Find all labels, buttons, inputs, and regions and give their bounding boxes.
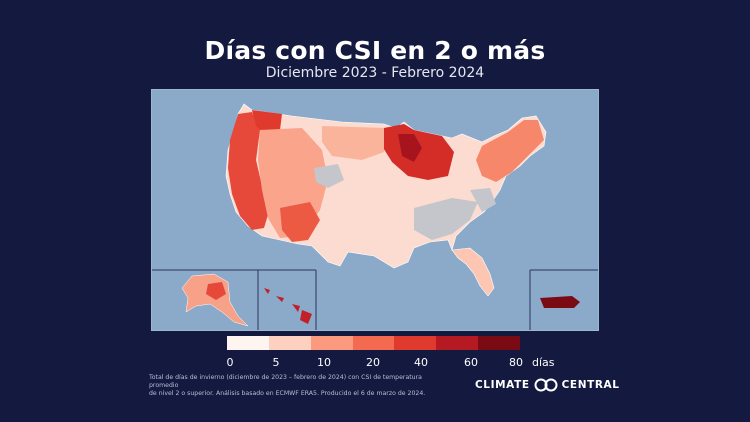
- legend-label-0: 0: [226, 356, 234, 369]
- alaska-shape: [181, 273, 249, 327]
- map-subtitle: Diciembre 2023 - Febrero 2024: [265, 65, 485, 81]
- no-data-southeast: [414, 198, 478, 240]
- southwest-high: [280, 202, 320, 242]
- legend-swatch-0: [227, 336, 269, 350]
- great-lakes-core: [398, 134, 422, 162]
- no-data-east: [470, 188, 496, 212]
- alaska-high: [206, 282, 226, 300]
- northern-plains-medium: [322, 126, 384, 160]
- legend-label-10: 10: [317, 356, 331, 369]
- no-data-central: [314, 164, 344, 188]
- legend-swatch-1: [268, 336, 311, 350]
- florida-shape: [451, 247, 495, 297]
- legend-label-5: 5: [272, 356, 280, 369]
- puerto-rico-shape: [540, 296, 580, 308]
- legend-swatch-5: [436, 336, 479, 350]
- logo-text-left: CLIMATE: [475, 379, 530, 391]
- legend-swatch-3: [352, 336, 395, 350]
- map-panel: [151, 89, 599, 331]
- legend-unit: días: [532, 356, 555, 369]
- us-map: [152, 103, 598, 330]
- logo-rings-icon: [534, 378, 558, 392]
- legend-swatch-2: [310, 336, 353, 350]
- hawaii-shape: [264, 288, 312, 324]
- map-title: Días con CSI en 2 o más: [204, 36, 546, 65]
- legend-swatch-6: [478, 336, 521, 350]
- footnote: Total de días de invierno (diciembre de …: [149, 374, 449, 398]
- legend-label-40: 40: [414, 356, 428, 369]
- footnote-line-1: Total de días de invierno (diciembre de …: [149, 374, 422, 389]
- legend-swatch-4: [394, 336, 437, 350]
- color-legend: [227, 336, 521, 350]
- climate-central-logo: CLIMATE CENTRAL: [475, 378, 620, 392]
- footnote-line-2: de nivel 2 o superior. Análisis basado e…: [149, 390, 426, 397]
- legend-label-80: 80: [509, 356, 523, 369]
- northeast-medium: [476, 120, 544, 182]
- logo-text-right: CENTRAL: [561, 379, 620, 391]
- legend-label-20: 20: [366, 356, 380, 369]
- west-coast-high: [228, 112, 270, 230]
- legend-label-60: 60: [464, 356, 478, 369]
